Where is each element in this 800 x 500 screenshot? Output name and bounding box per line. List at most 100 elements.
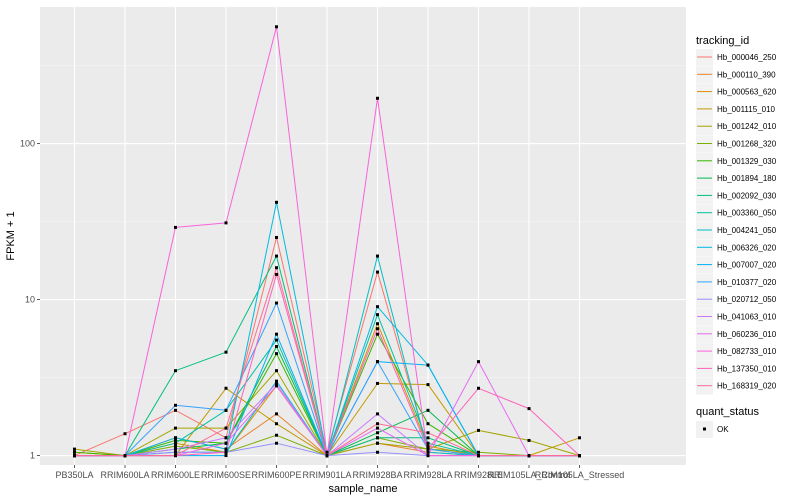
- data-point: [174, 454, 177, 458]
- data-point: [224, 454, 228, 458]
- color-legend-title: tracking_id: [696, 35, 749, 47]
- data-point: [477, 360, 480, 364]
- data-point: [174, 438, 177, 442]
- data-point: [224, 441, 228, 445]
- y-tick-label: 100: [20, 139, 35, 149]
- data-point: [426, 454, 430, 458]
- legend-label: Hb_001329_030: [717, 157, 777, 166]
- legend-label: Hb_002092_030: [717, 191, 777, 200]
- plot-panel: [40, 7, 686, 465]
- x-tick-label: PB350LA: [55, 470, 93, 480]
- data-point: [376, 270, 379, 274]
- y-axis: 1 10 100: [20, 139, 40, 461]
- data-point: [174, 436, 177, 440]
- data-point: [224, 221, 228, 225]
- x-tick-label: RRIM600LA: [100, 470, 149, 480]
- data-point: [426, 431, 430, 435]
- legend-label: Hb_082733_010: [717, 347, 777, 356]
- color-legend-items: Hb_000046_250 Hb_000110_390 Hb_000563_620 H…: [696, 49, 777, 395]
- data-point: [477, 454, 480, 458]
- data-point: [426, 383, 430, 387]
- data-point: [224, 450, 228, 454]
- data-point: [275, 345, 278, 349]
- shape-legend-items: OK: [696, 421, 729, 438]
- data-point: [376, 332, 379, 336]
- data-point: [426, 450, 430, 454]
- data-point: [426, 363, 430, 367]
- x-tick-label: RRIM600LE: [151, 470, 200, 480]
- data-point: [376, 412, 379, 416]
- shape-legend-key-point: [703, 427, 706, 431]
- legend-label: Hb_020712_050: [717, 295, 777, 304]
- data-point: [376, 327, 379, 331]
- data-point: [325, 454, 329, 458]
- legend-label: Hb_004241_050: [717, 226, 777, 235]
- y-axis-title: FPKM + 1: [5, 211, 17, 260]
- data-point: [224, 436, 228, 440]
- x-axis-title: sample_name: [328, 483, 397, 495]
- legend-label: Hb_003360_050: [717, 209, 777, 218]
- x-tick-label: RRIM600PE: [251, 470, 301, 480]
- legend-label: Hb_000046_250: [717, 53, 777, 62]
- data-point: [275, 254, 278, 258]
- data-point: [224, 447, 228, 451]
- data-point: [578, 454, 581, 458]
- data-point: [275, 235, 278, 239]
- data-point: [275, 25, 278, 29]
- data-point: [426, 444, 430, 448]
- data-point: [224, 408, 228, 412]
- shape-legend-title: quant_status: [696, 406, 759, 418]
- data-point: [73, 454, 76, 458]
- data-point: [325, 450, 329, 454]
- data-point: [376, 426, 379, 430]
- data-point: [174, 450, 177, 454]
- legend-label: Hb_001242_010: [717, 122, 777, 131]
- legend-label: Hb_010377_020: [717, 278, 777, 287]
- data-point: [174, 444, 177, 448]
- data-point: [376, 254, 379, 258]
- data-point: [275, 352, 278, 356]
- data-point: [426, 447, 430, 451]
- data-point: [275, 422, 278, 426]
- data-point: [224, 350, 228, 354]
- x-tick-label: RRIM901LA: [302, 470, 351, 480]
- data-point: [477, 428, 480, 432]
- data-point: [578, 436, 581, 440]
- data-point: [376, 450, 379, 454]
- data-point: [174, 441, 177, 445]
- legend-label: Hb_000110_390: [717, 70, 776, 79]
- data-point: [275, 338, 278, 342]
- data-point: [275, 301, 278, 305]
- data-point: [275, 332, 278, 336]
- data-point: [376, 436, 379, 440]
- data-point: [73, 450, 76, 454]
- data-point: [376, 322, 379, 326]
- data-point: [174, 403, 177, 407]
- data-point: [275, 200, 278, 204]
- x-tick-label: RRIM928LE: [454, 470, 503, 480]
- data-point: [275, 384, 278, 388]
- data-point: [376, 381, 379, 385]
- x-tick-label: RRIM600SE: [201, 470, 251, 480]
- data-point: [426, 441, 430, 445]
- data-point: [527, 438, 531, 442]
- data-point: [275, 369, 278, 373]
- data-point: [174, 369, 177, 373]
- data-point: [275, 412, 278, 416]
- data-point: [376, 305, 379, 309]
- legend-label: Hb_001115_010: [717, 105, 776, 114]
- data-point: [376, 96, 379, 100]
- x-tick-label: RRIM928BA: [352, 470, 402, 480]
- legend-label: Hb_000563_620: [717, 88, 777, 97]
- data-point: [426, 422, 430, 426]
- data-point: [527, 454, 531, 458]
- x-tick-label: RRIM105LA_Control: [487, 470, 570, 480]
- legend: tracking_id Hb_000046_250Hb_000110_390Hb…: [696, 35, 777, 438]
- legend-label: Hb_007007_020: [717, 261, 777, 270]
- x-tick-label: RRIM105LA_Stressed: [535, 470, 625, 480]
- legend-label: Hb_168319_020: [717, 382, 777, 391]
- data-point: [73, 447, 76, 451]
- legend-label: Hb_001268_320: [717, 140, 777, 149]
- shape-legend-label: OK: [717, 425, 729, 434]
- data-point: [376, 360, 379, 364]
